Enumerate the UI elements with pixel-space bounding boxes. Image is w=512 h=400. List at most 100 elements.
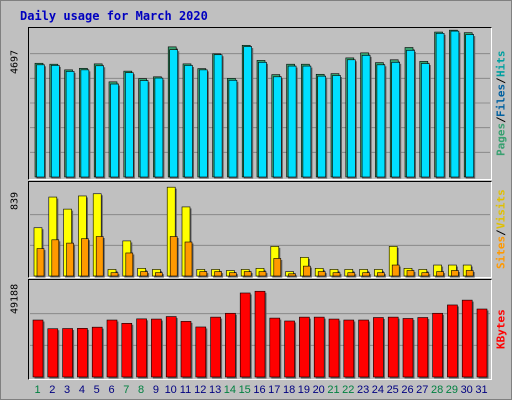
day-label: 25 [387, 384, 399, 396]
kbytes-bar [121, 323, 133, 378]
files-bar [243, 46, 252, 178]
kbytes-bar [136, 318, 147, 378]
files-bar [184, 65, 193, 178]
files-bar [139, 80, 149, 178]
day-label: 22 [342, 384, 354, 396]
files-bar [36, 64, 45, 178]
day-label: 18 [283, 384, 295, 396]
kbytes-bar [313, 316, 325, 378]
sites-bar [332, 272, 341, 277]
day-label: 16 [253, 384, 265, 396]
day-label: 12 [194, 384, 206, 396]
sites-bar [110, 272, 119, 277]
day-label: 20 [313, 384, 325, 396]
sites-bar [229, 272, 237, 277]
sites-bar [465, 270, 474, 277]
kbytes-bar [299, 316, 310, 378]
files-bar [125, 72, 134, 178]
day-label: 2 [49, 384, 55, 396]
kbytes-bar [284, 320, 295, 378]
sites-bar [362, 272, 370, 277]
files-bar [228, 79, 238, 178]
sites-bar-shadow [290, 275, 298, 278]
day-label: 21 [327, 384, 339, 396]
day-label: 30 [461, 384, 473, 396]
sites-bar [81, 238, 89, 277]
kbytes-bar [447, 304, 458, 378]
sites-bar [288, 273, 296, 277]
files-bar [199, 69, 208, 178]
kbytes-bar [210, 316, 221, 378]
sites-bar [155, 272, 163, 277]
sites-bar [406, 270, 415, 277]
sites-bar [214, 271, 222, 277]
files-bar [435, 33, 445, 178]
kbytes-bar [254, 290, 266, 378]
kbytes-bar [269, 317, 281, 378]
kbytes-bar [91, 326, 103, 378]
files-bar [346, 59, 356, 178]
day-label: 4 [79, 384, 85, 396]
sites-bar [184, 241, 193, 277]
files-bar [65, 71, 75, 178]
day-label: 23 [357, 384, 369, 396]
sites-bar [51, 239, 60, 277]
day-label: 9 [153, 384, 159, 396]
kbytes-bar [239, 292, 251, 378]
files-bar [272, 76, 282, 178]
files-bar [302, 65, 312, 178]
files-bar [213, 54, 223, 178]
day-label: 5 [94, 384, 100, 396]
files-bar [80, 69, 90, 178]
files-bar [169, 49, 178, 178]
kbytes-bar [417, 317, 429, 378]
files-bar [450, 30, 460, 178]
day-label: 28 [431, 384, 443, 396]
kbytes-bar [461, 299, 473, 378]
day-label: 29 [446, 384, 458, 396]
day-label: 17 [268, 384, 280, 396]
visits-sites-panel [28, 181, 492, 278]
kbytes-bar [195, 326, 207, 378]
sites-bar [421, 272, 430, 277]
files-bar [110, 83, 119, 178]
files-bar [465, 34, 475, 178]
files-bar [332, 75, 341, 178]
sites-bar [273, 258, 282, 277]
day-label: 31 [475, 384, 487, 396]
sites-bar [140, 271, 148, 277]
day-label: 24 [372, 384, 384, 396]
sites-bar [303, 265, 311, 277]
sites-bar [125, 252, 134, 277]
day-label: 13 [209, 384, 221, 396]
files-bar [95, 65, 104, 178]
sites-bar [377, 272, 385, 277]
kbytes-bar [476, 308, 488, 378]
sites-bar [391, 264, 400, 277]
day-label: 14 [224, 384, 236, 396]
files-bar [50, 65, 60, 178]
sites-bar [169, 236, 178, 277]
day-label: 11 [180, 384, 191, 396]
day-label: 10 [165, 384, 177, 396]
sites-bar [317, 271, 326, 277]
kbytes-bar [328, 318, 340, 378]
day-label: 1 [34, 384, 40, 396]
day-label: 26 [401, 384, 413, 396]
files-bar [420, 63, 430, 178]
kbytes-bar [225, 312, 236, 378]
kbytes-bar [343, 319, 355, 378]
sites-bar [436, 271, 444, 277]
sites-bar [36, 248, 45, 277]
files-bar [391, 62, 401, 178]
day-label: 8 [138, 384, 144, 396]
day-label: 15 [239, 384, 251, 396]
files-bar [154, 77, 164, 178]
kbytes-bar [47, 328, 59, 378]
kbytes-bar [180, 321, 192, 378]
files-bar [258, 62, 267, 178]
day-label: 7 [123, 384, 129, 396]
kbytes-bar [62, 328, 73, 378]
